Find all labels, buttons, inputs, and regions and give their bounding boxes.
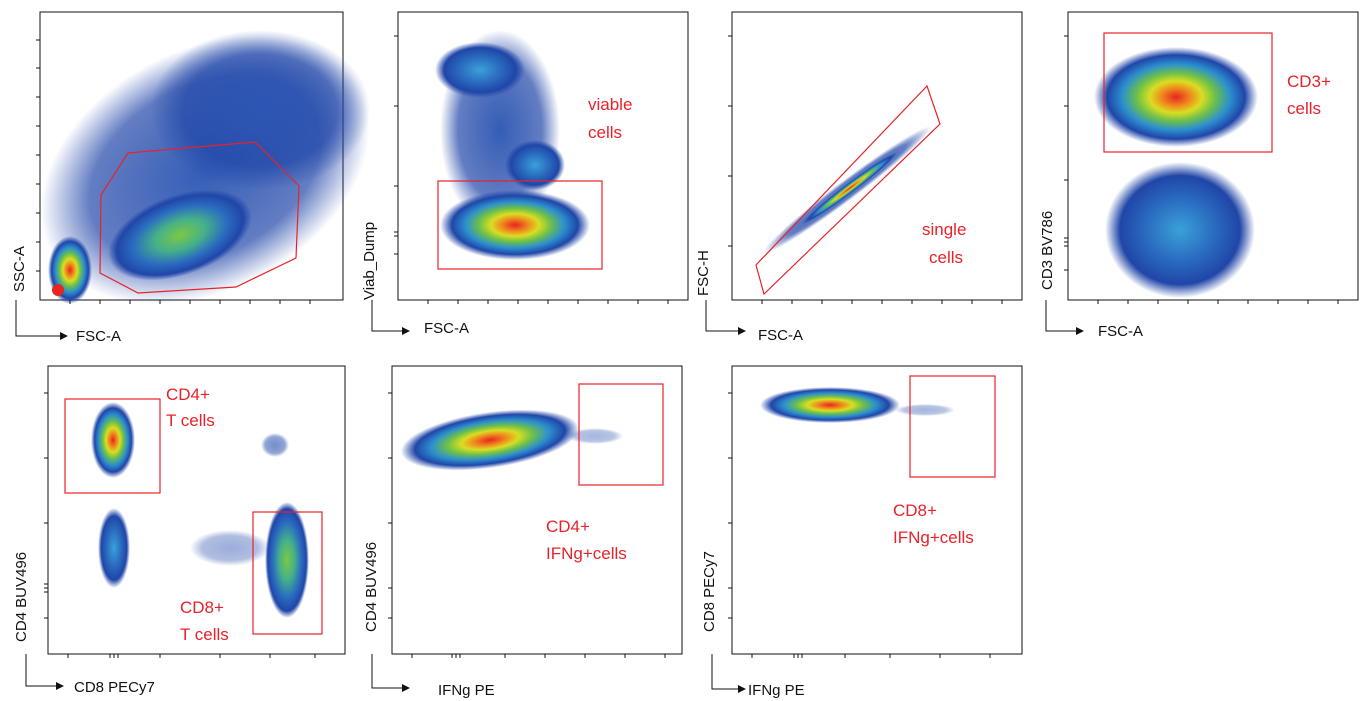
density-cloud (91, 402, 309, 618)
singlets-gate[interactable] (755, 84, 941, 296)
x-axis-ticks (67, 654, 316, 658)
x-axis-label: IFNg PE (438, 682, 495, 699)
x-axis-label: CD8 PECy7 (74, 679, 155, 696)
panel-cd3: CD3+ cells FSC-A CD3 BV786 (1039, 11, 1359, 340)
y-axis-ticks (388, 392, 392, 619)
axis-arrow (25, 654, 56, 687)
arrow-head (60, 332, 68, 340)
y-axis-label: CD4 BUV496 (13, 552, 30, 642)
gate-label-line2: cells (588, 123, 622, 142)
gate-label-line1: CD4+ (546, 517, 590, 536)
panel-fsc-ssc: FSC-A SSC-A (11, 11, 370, 345)
plot-frame (47, 365, 346, 655)
gate-label-line1: CD3+ (1287, 72, 1331, 91)
gate-label-line2: IFNg+cells (546, 544, 627, 563)
y-axis-label: SSC-A (11, 246, 28, 292)
y-axis-ticks (36, 39, 40, 272)
plot-frame (731, 11, 1023, 301)
y-axis-label: Viab_Dump (361, 222, 378, 300)
x-axis-ticks (761, 300, 1003, 304)
plot-frame (397, 11, 689, 301)
density-cloud (762, 126, 932, 254)
y-axis-ticks (394, 35, 398, 255)
y-axis-label: CD4 BUV496 (363, 542, 380, 632)
axis-arrow (371, 300, 402, 332)
gate-label-line2: cells (1287, 99, 1321, 118)
plot-frame (731, 365, 1023, 655)
cd8-gate-label-line1: CD8+ (180, 598, 224, 617)
axis-arrow (711, 654, 738, 690)
gate-label-line1: CD8+ (893, 501, 937, 520)
density-cloud (400, 409, 623, 471)
y-axis-label: CD8 PECy7 (701, 551, 718, 632)
cd8-ifng-gate[interactable] (909, 375, 996, 478)
x-axis-label: FSC-A (76, 328, 121, 345)
x-axis-label: FSC-A (424, 320, 469, 337)
arrow-head (56, 682, 64, 690)
density-cloud (40, 30, 370, 305)
density-cloud (1094, 47, 1258, 298)
x-axis-label: FSC-A (1098, 323, 1143, 340)
gate-label-line2: cells (929, 248, 963, 267)
x-axis-label: FSC-A (758, 327, 803, 344)
y-axis-label: CD3 BV786 (1039, 211, 1056, 290)
axis-arrow (705, 300, 738, 332)
axis-arrow (1045, 300, 1076, 332)
panel-singlets: single cells FSC-A FSC-H (695, 11, 1023, 344)
lymphocyte-gate[interactable] (99, 141, 300, 294)
density-cloud (760, 387, 955, 423)
arrow-head (738, 685, 746, 693)
panel-fsc-viability: viable cells FSC-A Viab_Dump (361, 11, 689, 337)
x-axis-label: IFNg PE (748, 682, 805, 699)
gate-label-line2: IFNg+cells (893, 528, 974, 547)
axis-arrow (371, 654, 402, 689)
arrow-head (402, 684, 410, 692)
panel-cd4-ifng: CD4+ IFNg+cells IFNg PE CD4 BUV496 (363, 365, 683, 699)
gate-label-line1: single (922, 220, 966, 239)
panel-cd4-cd8: CD4+ T cells CD8+ T cells CD8 PECy7 CD4 … (13, 365, 346, 696)
x-axis-ticks (427, 300, 669, 304)
plot-frame (1067, 11, 1359, 301)
y-axis-ticks (728, 392, 732, 619)
arrow-head (1076, 327, 1084, 335)
gate-label-line1: viable (588, 95, 632, 114)
y-axis-label: FSC-H (695, 250, 712, 296)
cd4-gate-label-line1: CD4+ (166, 385, 210, 404)
panel-cd8-ifng: CD8+ IFNg+cells IFNg PE CD8 PECy7 (701, 365, 1023, 699)
density-cloud (435, 30, 590, 260)
cd4-t-cells-gate[interactable] (64, 398, 161, 494)
axis-arrow (15, 300, 60, 337)
y-axis-ticks (1064, 35, 1068, 271)
y-axis-ticks (44, 392, 48, 619)
arrow-head (402, 327, 410, 335)
plot-frame (391, 365, 683, 655)
cd4-ifng-gate[interactable] (578, 383, 664, 486)
arrow-head (738, 327, 746, 335)
viable-cells-gate[interactable] (437, 180, 603, 270)
cd8-t-cells-gate[interactable] (252, 511, 323, 635)
x-axis-ticks (69, 300, 311, 304)
cd8-gate-label-line2: T cells (180, 625, 229, 644)
cd4-gate-label-line2: T cells (166, 411, 215, 430)
y-axis-ticks (728, 35, 732, 247)
x-axis-ticks (411, 654, 666, 658)
cd3-gate[interactable] (1103, 32, 1273, 153)
x-axis-ticks (1097, 300, 1339, 304)
x-axis-ticks (751, 654, 991, 658)
